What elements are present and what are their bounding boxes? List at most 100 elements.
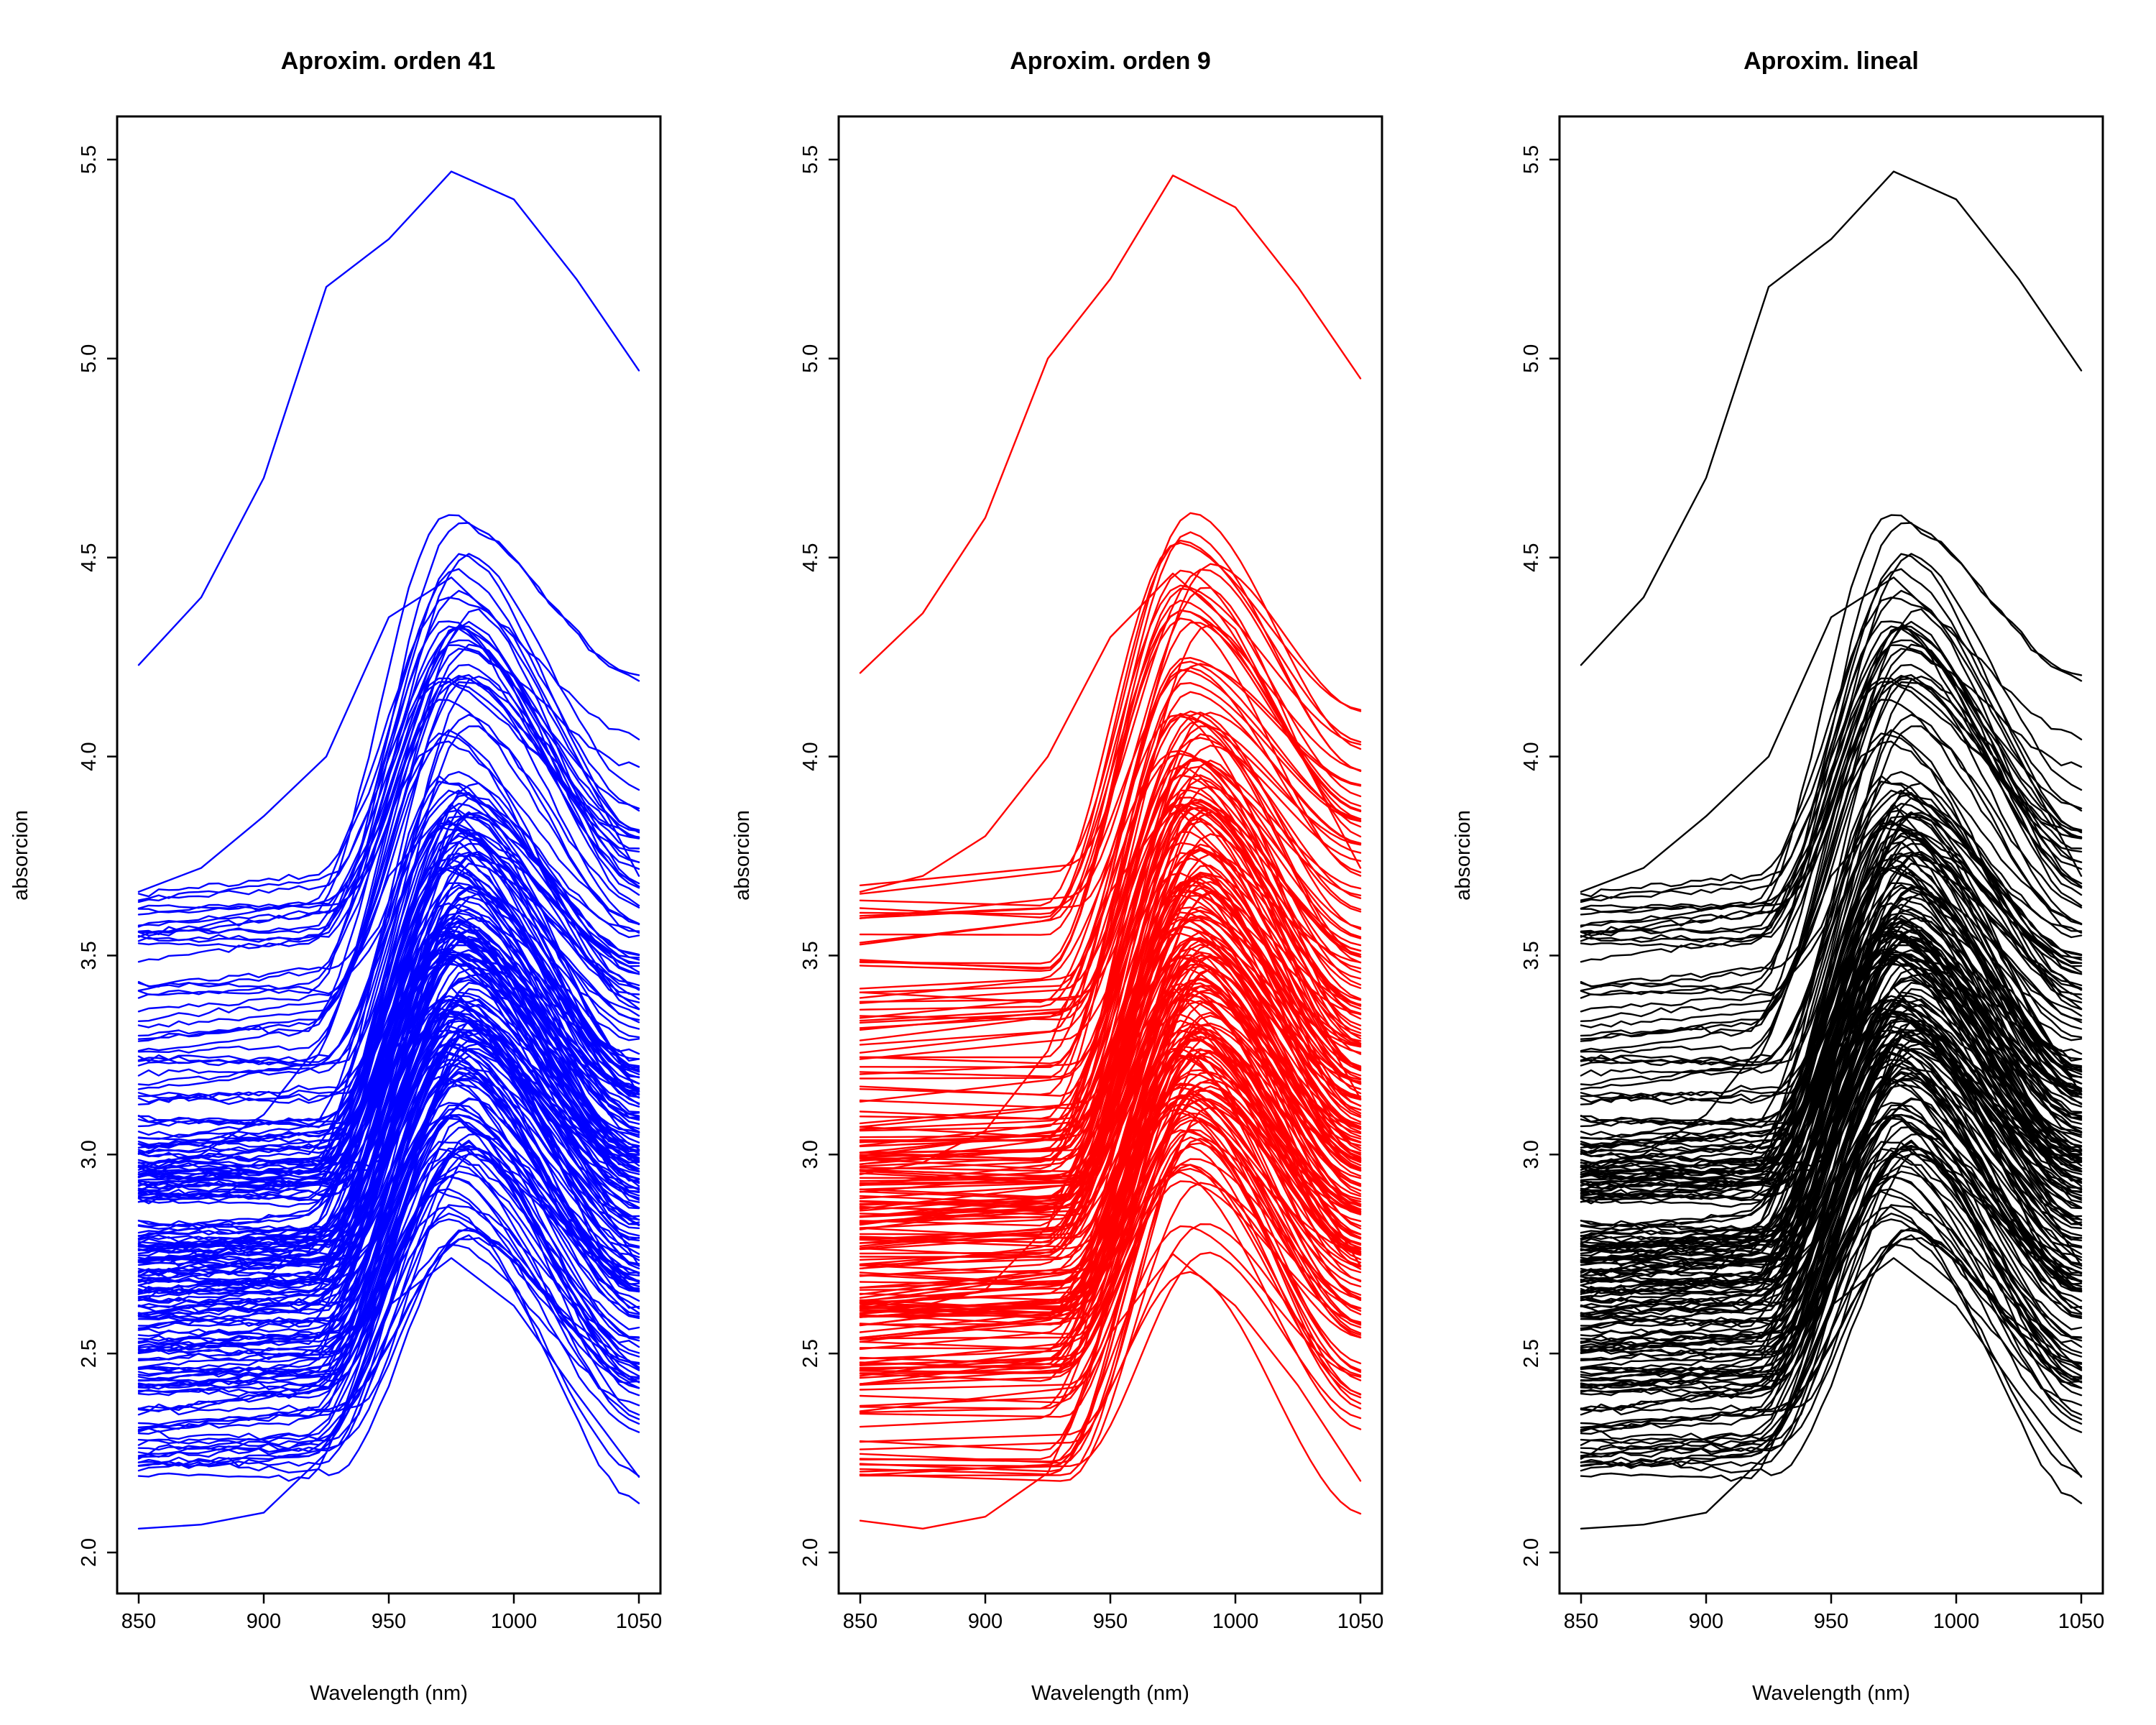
spectrum-curve [1580, 1141, 2083, 1460]
spectrum-curve [137, 1084, 640, 1319]
spectrum-curve [859, 937, 1362, 1218]
spectrum-curve [1580, 732, 2083, 1054]
spectrum-curve [859, 1129, 1362, 1476]
x-tick-label: 900 [968, 1610, 1003, 1633]
spectrum-curve [859, 1045, 1362, 1315]
y-tick-label: 4.5 [799, 543, 822, 572]
spectrum-curve [1580, 553, 2083, 910]
spectrum-curve [137, 674, 640, 963]
y-tick-label: 2.0 [78, 1538, 101, 1567]
y-tick-label: 2.5 [1520, 1339, 1543, 1368]
representative-curve-4 [137, 576, 640, 893]
spectrum-curve [137, 648, 640, 1023]
representative-curve-4 [1580, 576, 2083, 893]
spectrum-curve [137, 553, 640, 910]
spectrum-curve [137, 1213, 640, 1472]
spectrum-curve [137, 625, 640, 943]
spectrum-curve [859, 1164, 1362, 1399]
spectrum-curve [1580, 514, 2083, 938]
panel-2-ylabel: absorcion [731, 810, 754, 901]
spectrum-curve [859, 1142, 1362, 1407]
spectrum-curve [859, 978, 1362, 1193]
y-tick-label: 5.0 [78, 344, 101, 373]
spectrum-curve [137, 834, 640, 1154]
spectrum-curve [859, 988, 1362, 1270]
x-tick-label: 1050 [616, 1610, 663, 1633]
panel-2-x-axis: 850 900 950 1000 1050 [843, 1592, 1384, 1633]
panel-2: Aproxim. orden 9 850 900 950 1000 1050 2.02.… [731, 47, 1383, 1705]
spectrum-curve [137, 857, 640, 1174]
panel-2-curves [859, 174, 1362, 1530]
spectrum-curve [137, 919, 640, 1264]
spectrum-curve [137, 1003, 640, 1295]
representative-curve-2 [859, 986, 1362, 1315]
spectrum-curve [1580, 673, 2083, 1077]
spectrum-curve [137, 1114, 640, 1340]
spectrum-curve [1580, 1098, 2083, 1377]
spectrum-curve [859, 531, 1362, 946]
spectrum-curve [137, 1153, 640, 1455]
spectrum-curve [137, 673, 640, 1077]
spectrum-curve [1580, 663, 2083, 1013]
y-tick-label: 3.5 [799, 941, 822, 970]
spectrum-curve [859, 894, 1362, 1241]
representative-curve-3 [859, 803, 1362, 1176]
x-tick-label: 900 [1689, 1610, 1723, 1633]
x-tick-label: 900 [247, 1610, 281, 1633]
panel-3-x-axis: 850 900 950 1000 1050 [1564, 1592, 2105, 1633]
spectrum-curve [859, 925, 1362, 1244]
spectrum-curve [859, 954, 1362, 1304]
spectrum-curve [859, 873, 1362, 1110]
spectrum-curve [137, 1102, 640, 1320]
x-tick-label: 950 [372, 1610, 406, 1633]
y-tick-label: 5.5 [78, 145, 101, 174]
spectrum-curve [859, 842, 1362, 1132]
x-tick-label: 1050 [2058, 1610, 2105, 1633]
y-tick-label: 4.0 [1520, 742, 1543, 770]
spectrum-curve [1580, 953, 2083, 1261]
spectrum-curve [859, 750, 1362, 990]
spectrum-curve [859, 1251, 1362, 1473]
y-tick-label: 3.0 [799, 1140, 822, 1169]
spectrum-curve [1580, 963, 2083, 1298]
spectrum-curve [859, 666, 1362, 919]
spectrum-curve [137, 1098, 640, 1377]
spectrum-curve [137, 732, 640, 1054]
x-tick-label: 1050 [1337, 1610, 1384, 1633]
spectrum-curve [137, 1041, 640, 1376]
spectrum-curve [859, 1031, 1362, 1309]
spectrum-curve [1580, 885, 2083, 1164]
spectrum-curve [1580, 674, 2083, 963]
spectrum-curve [137, 963, 640, 1298]
spectrum-curve [859, 715, 1362, 1120]
spectrum-curve [859, 796, 1362, 1069]
y-tick-label: 2.0 [1520, 1538, 1543, 1567]
spectrum-curve [859, 1136, 1362, 1473]
spectrum-curve [1580, 1084, 2083, 1319]
spectrum-curve [859, 888, 1362, 1219]
y-tick-label: 3.5 [78, 941, 101, 970]
spectrum-curve [1580, 1019, 2083, 1382]
spectrum-curve [859, 584, 1362, 944]
spectrum-curve [1580, 1213, 2083, 1472]
spectrum-curve [859, 1054, 1362, 1366]
x-tick-label: 950 [1093, 1610, 1128, 1633]
spectrum-curve [859, 985, 1362, 1326]
spectrum-curve [859, 954, 1362, 1184]
panel-3: Aproxim. lineal 850 900 950 1000 1050 2.0 2.5… [1452, 47, 2104, 1705]
spectrum-curve [1580, 789, 2083, 1052]
representative-curve-5 [859, 174, 1362, 674]
spectrum-curve [1580, 1102, 2083, 1320]
spectrum-curve [1580, 729, 2083, 1040]
panel-1-x-axis: 850 900 950 1000 1050 [121, 1592, 663, 1633]
spectrum-curve [1580, 625, 2083, 943]
spectrum-curve [859, 622, 1362, 993]
spectrum-curve [1580, 625, 2083, 1029]
spectrum-curve [1580, 815, 2083, 1192]
spectrum-curve [1580, 1075, 2083, 1327]
spectrum-curve [137, 925, 640, 1256]
spectrum-curve [1580, 979, 2083, 1295]
spectrum-curve [859, 661, 1362, 1054]
spectrum-curve [137, 625, 640, 992]
